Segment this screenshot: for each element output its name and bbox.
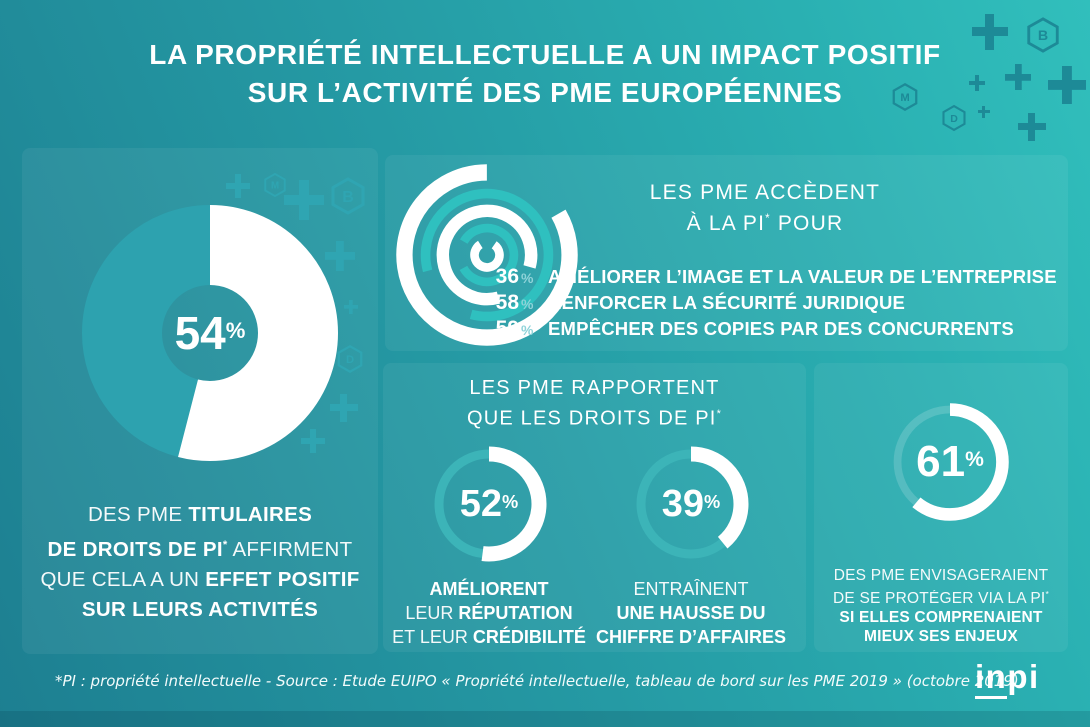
ring-chart-52-group: 52% AMÉLIORENT LEUR RÉPUTATION ET LEUR C… xyxy=(389,439,589,649)
ring-value-label: 39% xyxy=(661,482,721,525)
holders-caption: DES PME TITULAIRES DE DROITS DE PI* AFFI… xyxy=(40,503,360,621)
hexagon-b-icon: B xyxy=(1024,16,1062,54)
page-title: LA PROPRIÉTÉ INTELLECTUELLE A UN IMPACT … xyxy=(0,36,1090,112)
ring-chart-52: 52% xyxy=(424,439,554,569)
plus-icon xyxy=(301,429,325,453)
hexagon-d-icon: D xyxy=(940,104,968,132)
title-line-1: LA PROPRIÉTÉ INTELLECTUELLE A UN IMPACT … xyxy=(149,39,941,70)
protect-panel: 61% DES PME ENVISAGERAIENT DE SE PROTÉGE… xyxy=(814,363,1068,652)
hexagon-b-icon: B xyxy=(328,176,368,216)
stat-row: 58% RENFORCER LA SÉCURITÉ JURIDIQUE xyxy=(485,291,1057,317)
stat-value: 59 xyxy=(495,317,519,340)
ring-value-label: 52% xyxy=(459,482,519,525)
hexagon-m-icon: M xyxy=(890,82,920,112)
ring-chart-39-group: 39% ENTRAÎNENT UNE HAUSSE DU CHIFFRE D’A… xyxy=(591,439,791,649)
svg-text:D: D xyxy=(346,354,354,366)
hexagon-m-icon: M xyxy=(262,172,288,198)
svg-text:B: B xyxy=(342,189,354,206)
svg-text:B: B xyxy=(1038,28,1048,44)
percent-sign: % xyxy=(521,270,534,286)
bottom-strip xyxy=(0,711,1090,727)
stat-row: 59% EMPÊCHER DES COPIES PAR DES CONCURRE… xyxy=(485,317,1057,343)
access-stats-list: 36% AMÉLIORER L’IMAGE ET LA VALEUR DE L’… xyxy=(485,265,1057,343)
ring-chart-39: 39% xyxy=(626,439,756,569)
percent-sign: % xyxy=(521,322,534,338)
holders-panel: M B D 54% DES PME TITULAIRES DE DROITS D… xyxy=(22,148,378,654)
plus-icon xyxy=(1005,64,1031,90)
concentric-rings-icon xyxy=(396,164,578,346)
donut-value-label: 54% xyxy=(174,307,246,359)
report-panel: LES PME RAPPORTENT QUE LES DROITS DE PI*… xyxy=(383,363,806,652)
plus-icon xyxy=(325,241,355,271)
access-header: LES PME ACCÈDENT À LA PI* POUR xyxy=(649,181,881,235)
stat-label: AMÉLIORER L’IMAGE ET LA VALEUR DE L’ENTR… xyxy=(548,266,1057,287)
ring-chart-61: 61% xyxy=(882,394,1018,530)
stat-value: 36 xyxy=(495,265,519,288)
ring-52-caption: AMÉLIORENT LEUR RÉPUTATION ET LEUR CRÉDI… xyxy=(392,579,586,647)
plus-icon xyxy=(284,180,324,220)
svg-text:D: D xyxy=(950,113,958,125)
ring-39-caption: ENTRAÎNENT UNE HAUSSE DU CHIFFRE D’AFFAI… xyxy=(595,579,786,647)
ring-value-label: 61% xyxy=(916,437,984,486)
source-note: *PI : propriété intellectuelle - Source … xyxy=(55,672,1019,690)
plus-icon xyxy=(978,106,990,118)
report-header: LES PME RAPPORTENT QUE LES DROITS DE PI* xyxy=(466,377,723,430)
hexagon-d-icon: D xyxy=(335,344,365,374)
plus-icon xyxy=(1048,66,1086,104)
plus-icon xyxy=(1018,113,1046,141)
plus-icon xyxy=(972,14,1008,50)
stat-label: RENFORCER LA SÉCURITÉ JURIDIQUE xyxy=(548,292,906,313)
plus-icon xyxy=(330,394,358,422)
access-panel: LES PME ACCÈDENT À LA PI* POUR 36% AMÉLI… xyxy=(385,155,1068,351)
protect-caption: DES PME ENVISAGERAIENT DE SE PROTÉGER VI… xyxy=(833,567,1049,646)
stat-value: 58 xyxy=(495,291,519,314)
inpi-logo: inpi xyxy=(975,658,1040,699)
svg-text:M: M xyxy=(900,92,909,104)
title-line-2: SUR L’ACTIVITÉ DES PME EUROPÉENNES xyxy=(247,77,843,108)
stat-row: 36% AMÉLIORER L’IMAGE ET LA VALEUR DE L’… xyxy=(485,265,1057,291)
stat-label: EMPÊCHER DES COPIES PAR DES CONCURRENTS xyxy=(548,318,1014,339)
plus-icon xyxy=(344,300,358,314)
donut-chart-54: 54% xyxy=(80,203,340,463)
plus-icon xyxy=(226,174,250,198)
percent-sign: % xyxy=(521,296,534,312)
svg-text:M: M xyxy=(271,181,279,192)
plus-icon xyxy=(969,75,985,91)
